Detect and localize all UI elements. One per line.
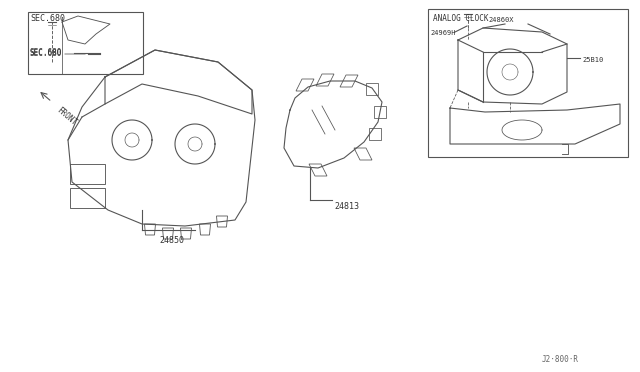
Text: SEC.680: SEC.680 xyxy=(30,48,62,58)
Text: 24813: 24813 xyxy=(334,202,359,211)
Text: 24860X: 24860X xyxy=(488,17,513,23)
Text: ANALOG CLOCK: ANALOG CLOCK xyxy=(433,14,488,23)
Text: SEC.680: SEC.680 xyxy=(30,48,62,57)
Bar xyxy=(28,12,143,74)
Text: SEC.680: SEC.680 xyxy=(30,14,65,23)
Text: 24850: 24850 xyxy=(159,236,184,245)
Text: FRONT: FRONT xyxy=(55,106,79,128)
Bar xyxy=(428,9,628,157)
Text: J2·800·R: J2·800·R xyxy=(542,355,579,364)
Text: 25B10: 25B10 xyxy=(582,57,604,63)
Text: 24969H: 24969H xyxy=(430,30,456,36)
